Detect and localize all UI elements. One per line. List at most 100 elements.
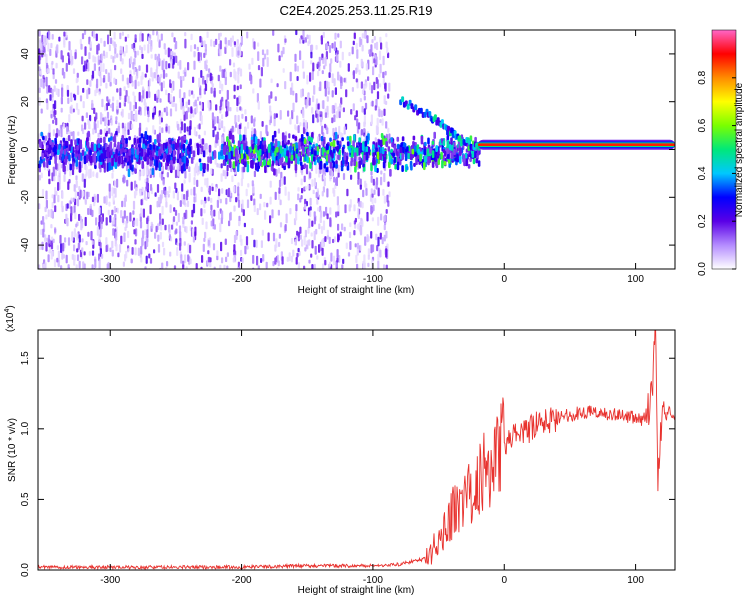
noise-cell [229,107,232,112]
band-cell [426,148,430,157]
noise-cell [294,53,297,63]
band-cell [75,159,78,167]
noise-cell [339,103,342,108]
noise-cell [348,231,352,239]
band-cell [181,156,185,163]
noise-cell [198,77,201,88]
noise-cell [213,116,216,125]
noise-cell [117,252,120,258]
noise-cell [271,209,274,219]
band-cell [76,145,79,151]
x-tick-label: -200 [232,274,252,285]
noise-cell [70,197,73,202]
noise-cell [48,131,51,139]
noise-cell [77,108,80,116]
noise-cell [174,182,177,190]
band-cell [197,147,200,156]
noise-cell [134,50,137,58]
noise-cell [73,254,76,261]
noise-cell [311,44,314,51]
band-cell [295,142,298,149]
band-cell [477,160,481,167]
noise-cell [47,209,50,217]
noise-cell [154,192,157,197]
noise-cell [60,124,63,130]
noise-cell [234,250,237,256]
band-cell [257,138,260,146]
noise-cell [292,249,295,257]
noise-cell [115,231,118,241]
noise-cell [335,211,338,218]
x-tick-label: 0 [501,575,507,586]
noise-cell [244,109,247,115]
noise-cell [161,60,164,71]
noise-cell [83,263,86,269]
noise-cell [169,108,173,117]
noise-cell [263,53,267,60]
noise-cell [108,183,111,192]
noise-cell [100,53,103,61]
band-cell [183,163,186,172]
band-cell [348,147,352,153]
noise-cell [305,99,308,109]
noise-cell [296,76,299,82]
noise-cell [307,184,310,190]
noise-cell [383,264,386,269]
band-cell [228,152,231,160]
noise-cell [304,185,307,191]
noise-cell [233,127,236,132]
noise-cell [45,199,48,209]
band-cell [57,149,60,155]
noise-cell [305,201,308,207]
noise-cell [282,68,285,73]
band-cell [442,148,446,154]
noise-cell [188,166,191,173]
noise-cell [67,97,70,105]
noise-cell [177,71,180,79]
band-cell [114,158,118,163]
noise-cell [123,51,126,57]
noise-cell [159,218,162,225]
noise-cell [292,102,295,113]
noise-cell [335,261,338,268]
band-cell [169,139,172,145]
noise-cell [276,83,279,88]
noise-cell [138,65,141,72]
band-cell [115,130,118,136]
noise-cell [56,268,59,269]
noise-cell [77,242,80,250]
noise-cell [91,240,94,245]
noise-cell [93,30,96,39]
band-cell [280,157,283,166]
noise-cell [376,91,380,100]
noise-cell [324,123,327,129]
noise-cell [43,45,46,53]
band-cell [203,163,206,170]
band-cell [271,160,275,166]
band-cell [136,147,140,156]
noise-cell [199,147,202,154]
noise-cell [165,60,168,70]
noise-cell [277,128,280,134]
noise-cell [336,257,339,263]
noise-cell [275,168,278,177]
noise-cell [135,187,138,196]
noise-cell [187,99,191,106]
noise-cell [263,201,266,208]
noise-cell [73,184,76,192]
noise-cell [91,196,95,203]
noise-cell [326,43,329,50]
band-cell [299,161,303,166]
noise-cell [255,239,258,249]
noise-cell [187,62,190,71]
noise-cell [219,65,222,72]
noise-cell [234,114,237,125]
noise-cell [301,60,305,69]
band-cell [343,151,347,161]
spectrogram-xlabel: Height of straight line (km) [298,285,415,296]
noise-cell [57,182,60,191]
noise-cell [93,56,96,63]
band-cell [108,137,111,143]
noise-cell [39,70,42,75]
noise-cell [132,91,135,96]
